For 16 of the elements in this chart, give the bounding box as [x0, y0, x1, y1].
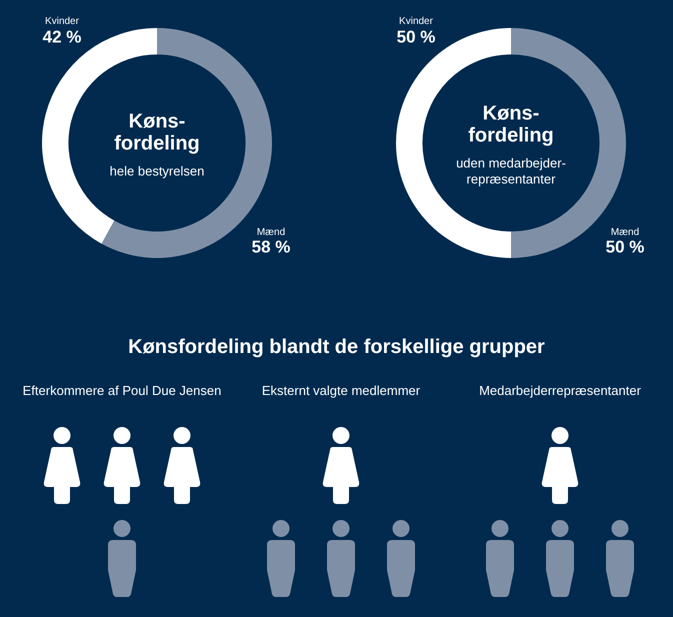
data-label: 50 %: [396, 28, 436, 47]
slice-label: Mænd: [610, 226, 640, 238]
data-label: 58 %: [252, 238, 290, 257]
data-label: 42 %: [42, 28, 82, 47]
text: hele bestyrelsen: [110, 164, 204, 180]
text: Køns- fordeling: [114, 110, 200, 154]
slice-label: Mænd: [256, 226, 286, 238]
slice-label: Kvinder: [399, 16, 434, 27]
text: Kønsfordeling blandt de forskellige grupper: [127, 335, 546, 359]
text: uden medarbejder- repræsentanter: [456, 156, 566, 188]
slice-label: Kvinder: [45, 16, 80, 27]
text: Efterkommere af Poul Due Jensen: [22, 383, 222, 399]
text: Medarbejderrepræsentanter: [479, 383, 641, 399]
text: Eksternt valgte medlemmer: [262, 383, 420, 399]
data-label: 50 %: [606, 238, 644, 257]
text: Køns- fordeling: [468, 102, 554, 146]
